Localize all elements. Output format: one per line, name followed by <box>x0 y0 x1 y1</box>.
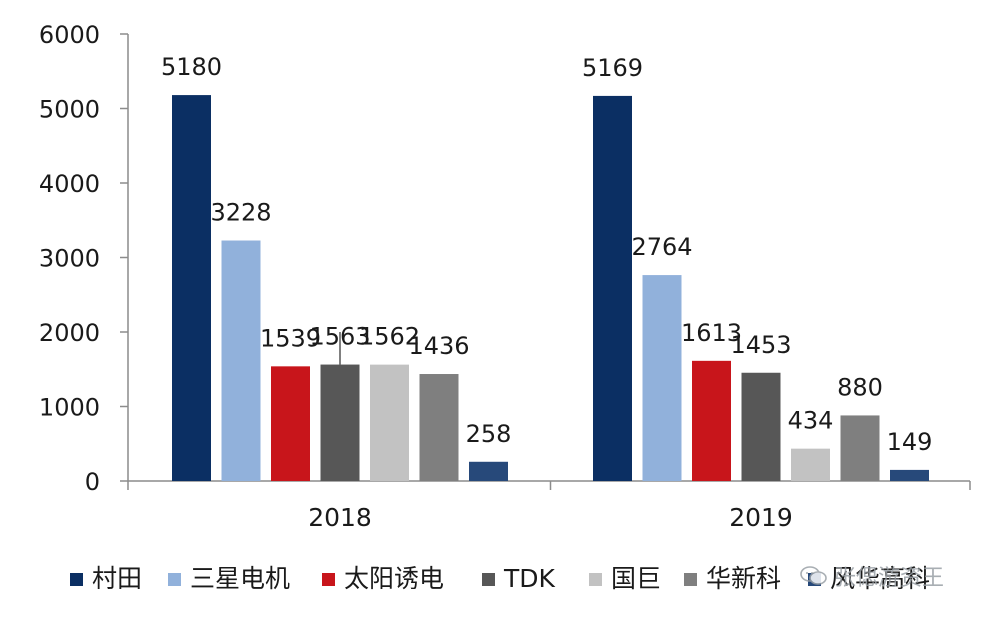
data-label: 1562 <box>359 323 420 351</box>
legend-swatch <box>70 573 83 586</box>
bar <box>370 364 409 481</box>
data-label: 1453 <box>730 331 791 359</box>
data-label: 1613 <box>681 319 742 347</box>
data-label: 3228 <box>210 199 271 227</box>
data-label: 880 <box>837 373 883 401</box>
category-label: 2018 <box>308 503 372 532</box>
legend-label: 风华高科 <box>830 564 930 593</box>
legend-swatch <box>168 573 181 586</box>
data-label: 149 <box>887 428 933 456</box>
legend-swatch <box>322 573 335 586</box>
legend-swatch <box>482 573 495 586</box>
bar <box>221 240 261 481</box>
legend-label: 村田 <box>92 564 142 593</box>
data-label: 434 <box>788 407 834 435</box>
bar <box>419 374 459 481</box>
legend-swatch <box>589 573 602 586</box>
y-tick-label: 0 <box>85 468 100 496</box>
bar <box>642 275 682 481</box>
data-label: 2764 <box>631 233 692 261</box>
category-label: 2019 <box>729 503 793 532</box>
bar <box>840 415 880 481</box>
bar <box>320 364 360 481</box>
bar <box>172 95 211 481</box>
legend-label: 太阳诱电 <box>344 564 444 593</box>
bar <box>791 448 830 481</box>
y-tick-label: 4000 <box>39 170 100 198</box>
legend-label: 国巨 <box>611 564 661 593</box>
y-tick-label: 6000 <box>39 21 100 49</box>
bar <box>593 95 632 482</box>
bar <box>271 366 310 481</box>
legend-label: 三星电机 <box>190 564 290 593</box>
data-label: 1539 <box>260 324 321 352</box>
legend-label: TDK <box>503 564 556 593</box>
legend-swatch <box>684 573 697 586</box>
data-label: 1436 <box>408 332 469 360</box>
data-label: 5180 <box>161 53 222 81</box>
legend-label: 华新科 <box>706 564 781 593</box>
bar <box>692 360 731 481</box>
y-tick-label: 5000 <box>39 96 100 124</box>
y-tick-label: 3000 <box>39 245 100 273</box>
bar <box>741 372 781 481</box>
data-label: 258 <box>466 420 512 448</box>
y-tick-label: 2000 <box>39 319 100 347</box>
data-label: 5169 <box>582 54 643 82</box>
legend-swatch <box>808 573 821 586</box>
bar <box>469 461 508 481</box>
y-tick-label: 1000 <box>39 394 100 422</box>
bar <box>890 469 929 481</box>
